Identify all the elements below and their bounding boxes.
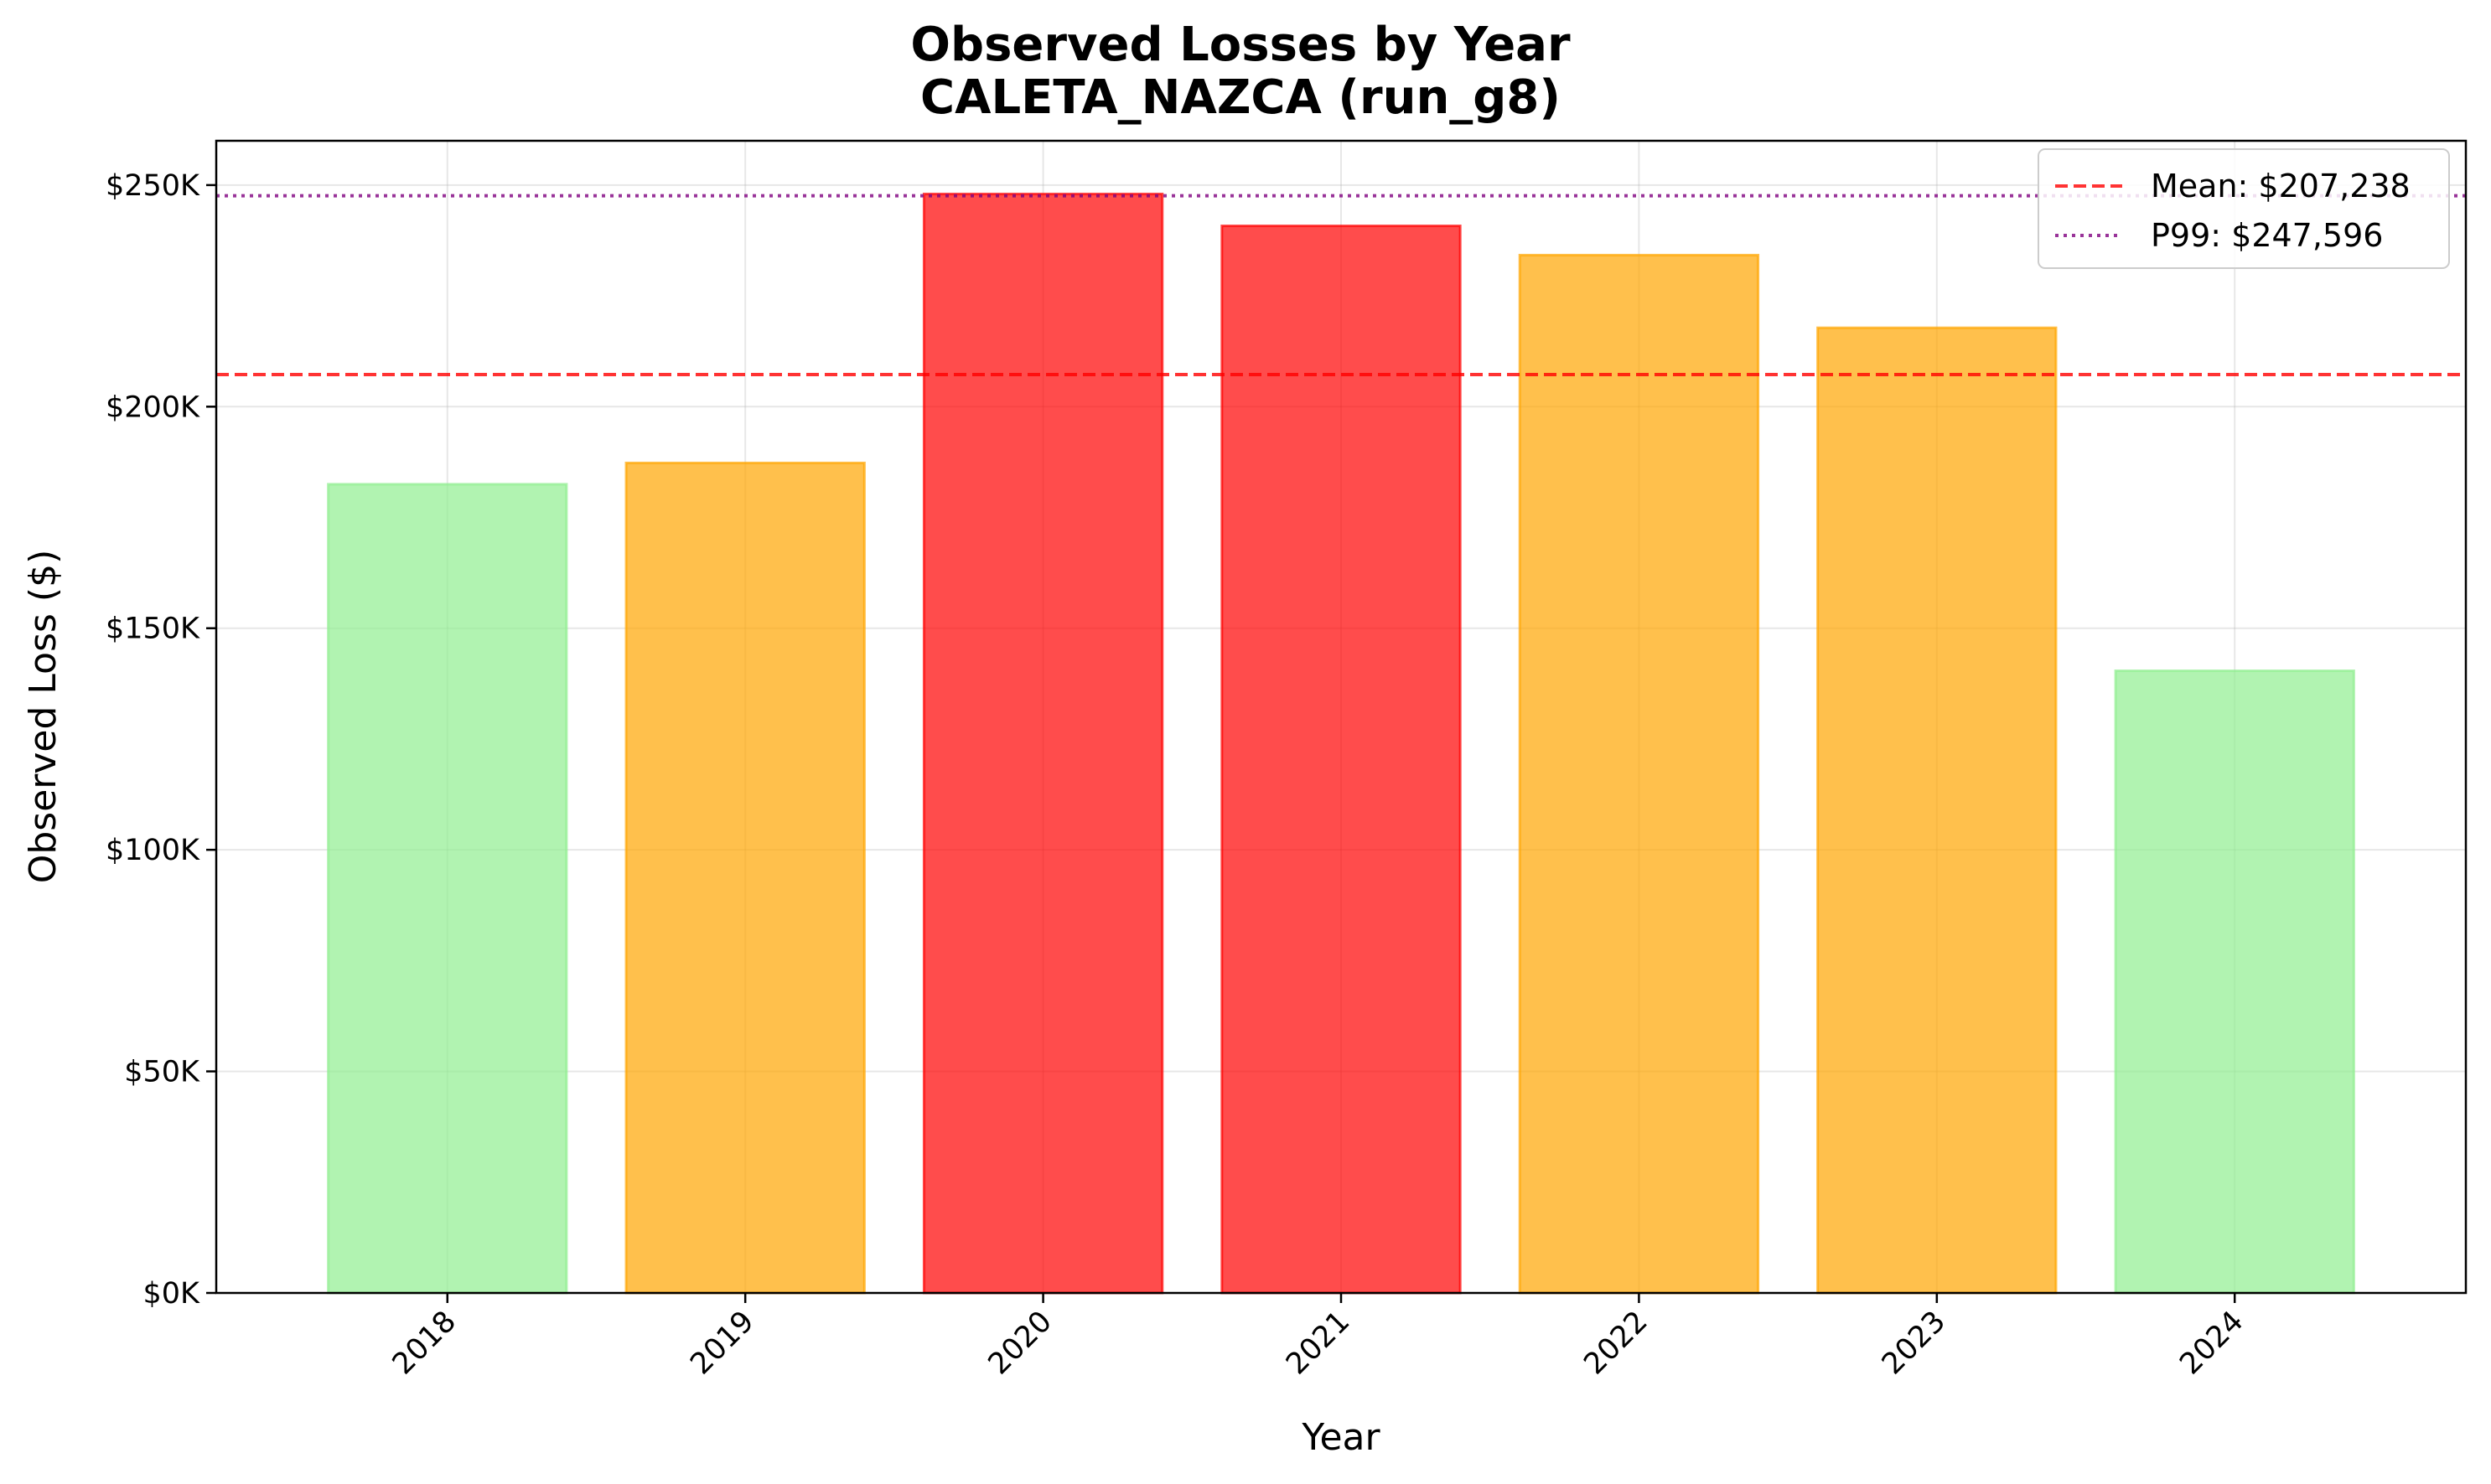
legend-box [2038,148,2450,269]
y-axis-ticks: $0K $50K $100K $150K $200K $250K [106,169,216,1311]
bar-2021 [1220,225,1462,1295]
legend-p99-label: P99: $247,596 [2151,217,2383,254]
y-tick-label: $100K [106,834,200,867]
y-tick-label: $200K [106,390,200,424]
y-tick-label: $150K [106,613,200,646]
y-tick-label: $50K [124,1056,200,1089]
chart-title-line-2: CALETA_NAZCA (run_g8) [920,70,1561,125]
x-axis-label: Year [1301,1416,1380,1459]
bar-2023 [1816,326,2058,1295]
bar-2024 [2114,670,2355,1295]
y-tick-label: $0K [143,1277,201,1311]
chart-title-line-1: Observed Losses by Year [910,18,1571,72]
bar-2020 [922,192,1164,1295]
y-tick-label: $250K [106,169,200,203]
bar-2019 [624,461,866,1295]
y-axis-label: Observed Loss ($) [22,550,65,884]
bar-2018 [327,483,568,1295]
bars [327,192,2355,1295]
bar-2022 [1518,253,1760,1295]
legend-mean-label: Mean: $207,238 [2151,168,2411,204]
legend: Mean: $207,238 P99: $247,596 [2038,148,2450,269]
reference-lines [216,194,2466,377]
